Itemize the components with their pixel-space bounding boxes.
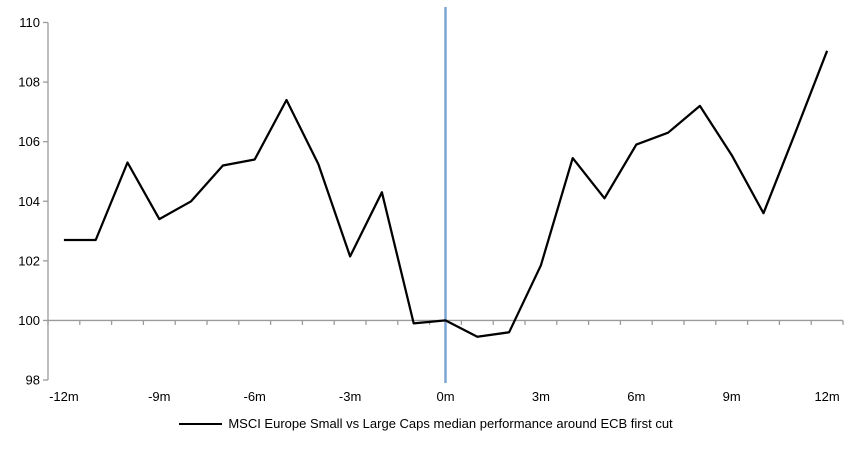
x-axis-tick-label: -12m <box>49 389 79 404</box>
x-axis-tick-label: 12m <box>814 389 839 404</box>
y-axis-tick-label: 110 <box>19 15 40 30</box>
legend: MSCI Europe Small vs Large Caps median p… <box>0 416 852 431</box>
legend-label: MSCI Europe Small vs Large Caps median p… <box>228 416 673 431</box>
y-axis-tick-label: 108 <box>18 75 40 90</box>
x-axis-tick-label: -3m <box>339 389 361 404</box>
series-line <box>63 50 829 338</box>
y-axis-tick-label: 104 <box>18 194 40 209</box>
y-axis-tick-label: 98 <box>26 373 40 388</box>
y-axis-tick-label: 102 <box>18 253 40 268</box>
y-axis-tick-label: 106 <box>18 134 40 149</box>
x-axis-tick-label: 9m <box>723 389 741 404</box>
legend-line-sample <box>179 422 223 425</box>
x-axis-tick-label: -6m <box>244 389 266 404</box>
x-axis-tick-label: 6m <box>627 389 645 404</box>
y-axis-tick-label: 100 <box>18 313 40 328</box>
x-axis-tick-label: 0m <box>436 389 454 404</box>
x-axis-tick-label: -9m <box>148 389 170 404</box>
x-axis-tick-label: 3m <box>532 389 550 404</box>
